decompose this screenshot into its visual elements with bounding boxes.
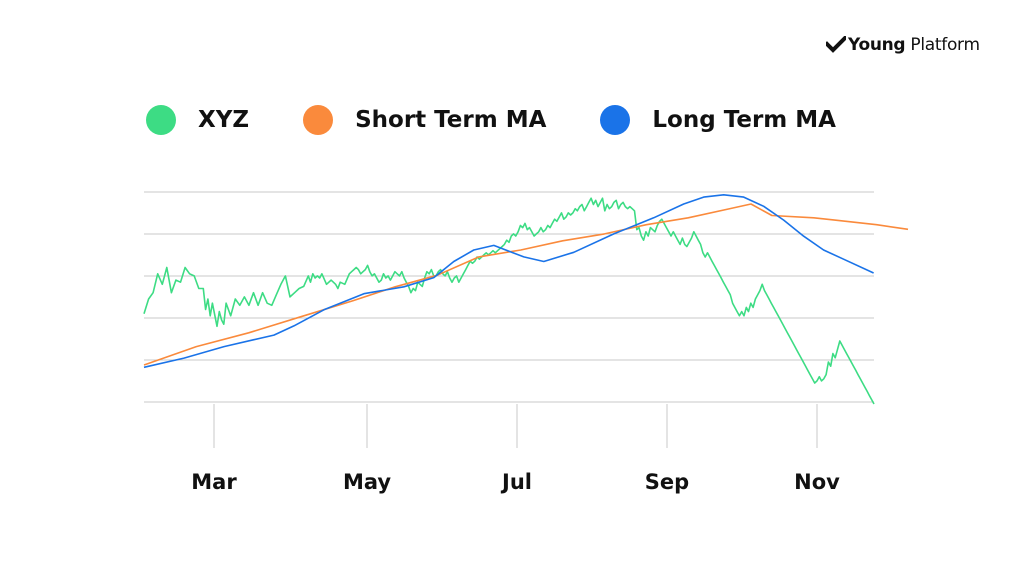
chart-series (143, 194, 909, 405)
legend-swatch-long-term-ma (600, 105, 631, 135)
legend-label-long-term-ma: Long Term MA (652, 107, 836, 133)
series-line-short-term-ma (143, 203, 909, 366)
x-tick-label-may: May (343, 470, 391, 494)
x-tick-label-sep: Sep (645, 470, 689, 494)
series-line-xyz (143, 197, 875, 405)
x-tick-label-mar: Mar (191, 470, 237, 494)
x-tick-label-nov: Nov (794, 470, 840, 494)
chart-legend: XYZ Short Term MA Long Term MA (146, 100, 890, 140)
legend-swatch-short-term-ma (303, 105, 334, 135)
legend-item-short-term-ma: Short Term MA (303, 105, 546, 135)
legend-label-xyz: XYZ (198, 107, 250, 133)
legend-item-xyz: XYZ (146, 105, 249, 135)
check-mark-icon (826, 36, 846, 53)
x-tick-label-jul: Jul (500, 470, 532, 494)
chart-grid (144, 191, 874, 448)
legend-label-short-term-ma: Short Term MA (355, 107, 547, 133)
brand-name: Young Platform (848, 35, 980, 55)
brand-logo: Young Platform (826, 32, 980, 58)
legend-item-long-term-ma: Long Term MA (600, 105, 836, 135)
legend-swatch-xyz (146, 105, 176, 135)
x-axis-ticks: Mar May Jul Sep Nov (191, 470, 840, 494)
series-line-long-term-ma (143, 194, 874, 369)
